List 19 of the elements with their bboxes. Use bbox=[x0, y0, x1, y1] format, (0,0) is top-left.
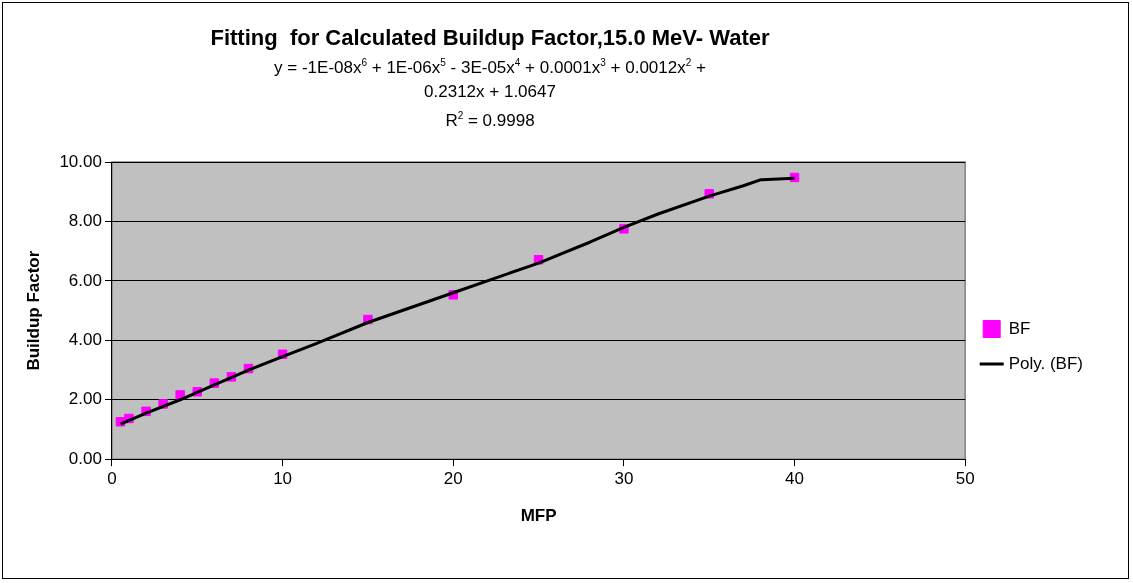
text: R$^{2}$ = 0.9998 bbox=[444, 108, 536, 132]
y-tick-label: 8.00 bbox=[68, 211, 102, 231]
y-tick-label: 4.00 bbox=[68, 330, 102, 350]
x-tick-label: 40 bbox=[785, 469, 805, 489]
y-tick-label: 6.00 bbox=[68, 270, 102, 290]
legend-label: BF bbox=[1008, 318, 1031, 338]
y-tick-label: 2.00 bbox=[68, 389, 102, 409]
legend-label: Poly. (BF) bbox=[1008, 353, 1084, 373]
x-tick-label: 50 bbox=[955, 469, 975, 489]
y-tick-label: 10.00 bbox=[59, 151, 102, 171]
y-tick-label: 0.00 bbox=[68, 448, 102, 468]
x-tick-label: 30 bbox=[614, 469, 634, 489]
y-axis-title: Buildup Factor bbox=[23, 250, 43, 371]
x-tick-label: 0 bbox=[107, 469, 117, 489]
text: y = -1E-08x$^{6}$ + 1E-06x$^{5}$ - 3E-05x$^{4}$ + 0.0001x$^{3}$ + 0.0012x$^{2}$ + 0.2312x + 1.0647 bbox=[274, 57, 706, 101]
x-tick-label: 20 bbox=[443, 469, 463, 489]
chart-title: Fitting for Calculated Buildup Factor,15.0 MeV- Water bbox=[209, 25, 771, 51]
x-axis-title: MFP bbox=[520, 506, 557, 526]
x-tick-label: 10 bbox=[273, 469, 293, 489]
